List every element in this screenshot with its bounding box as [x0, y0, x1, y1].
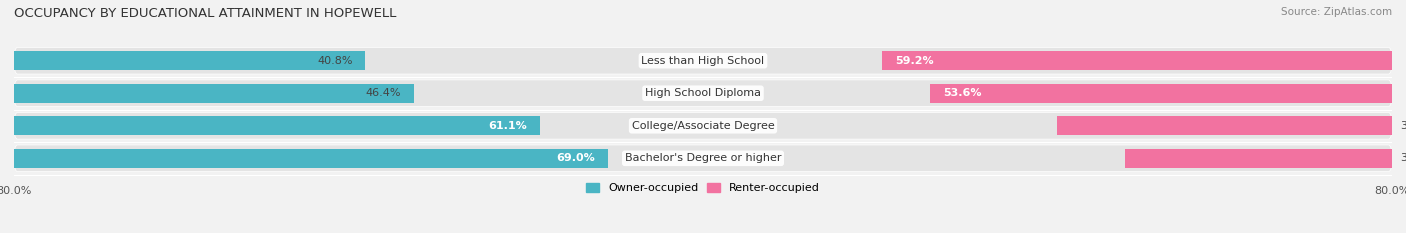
Text: 31.0%: 31.0% — [1400, 153, 1406, 163]
Text: Source: ZipAtlas.com: Source: ZipAtlas.com — [1281, 7, 1392, 17]
Bar — [1125, 149, 1392, 168]
Legend: Owner-occupied, Renter-occupied: Owner-occupied, Renter-occupied — [581, 179, 825, 198]
Text: College/Associate Degree: College/Associate Degree — [631, 121, 775, 131]
Text: 59.2%: 59.2% — [896, 56, 934, 66]
Text: High School Diploma: High School Diploma — [645, 88, 761, 98]
Text: 69.0%: 69.0% — [557, 153, 595, 163]
Text: 46.4%: 46.4% — [366, 88, 401, 98]
Bar — [931, 84, 1392, 103]
Text: 61.1%: 61.1% — [488, 121, 527, 131]
Text: Bachelor's Degree or higher: Bachelor's Degree or higher — [624, 153, 782, 163]
FancyBboxPatch shape — [14, 80, 1392, 106]
Text: 40.8%: 40.8% — [316, 56, 353, 66]
Text: 38.9%: 38.9% — [1400, 121, 1406, 131]
FancyBboxPatch shape — [14, 47, 1392, 74]
FancyBboxPatch shape — [14, 113, 1392, 139]
Bar — [882, 51, 1392, 70]
Text: OCCUPANCY BY EDUCATIONAL ATTAINMENT IN HOPEWELL: OCCUPANCY BY EDUCATIONAL ATTAINMENT IN H… — [14, 7, 396, 20]
Text: 53.6%: 53.6% — [943, 88, 981, 98]
Bar — [14, 149, 609, 168]
Bar — [14, 116, 540, 135]
Bar — [1057, 116, 1392, 135]
FancyBboxPatch shape — [14, 145, 1392, 172]
Bar — [14, 84, 413, 103]
Bar — [14, 51, 366, 70]
Text: Less than High School: Less than High School — [641, 56, 765, 66]
